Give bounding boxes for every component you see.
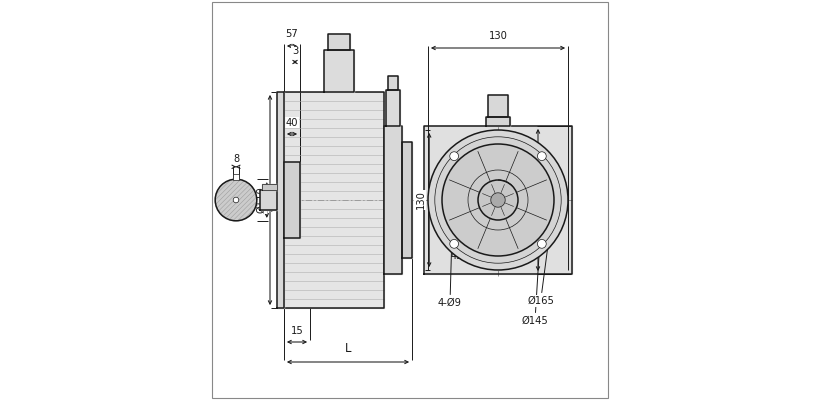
Polygon shape — [401, 142, 411, 258]
Polygon shape — [283, 162, 300, 238]
Circle shape — [233, 197, 238, 203]
Circle shape — [491, 193, 505, 207]
Polygon shape — [386, 90, 400, 126]
Polygon shape — [283, 92, 383, 308]
Text: 178.45: 178.45 — [542, 183, 552, 217]
Text: 17.5: 17.5 — [270, 189, 280, 211]
Text: 15: 15 — [290, 326, 303, 336]
Text: Ø110: Ø110 — [256, 187, 266, 213]
Polygon shape — [486, 117, 509, 126]
Polygon shape — [423, 126, 572, 274]
Circle shape — [536, 152, 545, 160]
Text: 130: 130 — [488, 31, 507, 41]
Text: L: L — [344, 342, 351, 355]
Polygon shape — [488, 95, 507, 117]
Circle shape — [477, 180, 518, 220]
Circle shape — [428, 130, 568, 270]
Circle shape — [449, 240, 458, 248]
Text: Ø165: Ø165 — [527, 169, 559, 306]
Polygon shape — [215, 179, 256, 221]
Text: 40: 40 — [285, 118, 298, 128]
Text: Ø145: Ø145 — [521, 162, 548, 326]
Text: 3: 3 — [292, 46, 298, 56]
Text: 8: 8 — [233, 154, 239, 164]
Text: 130: 130 — [415, 190, 425, 210]
Polygon shape — [328, 34, 350, 50]
Text: 4-Ø9: 4-Ø9 — [437, 160, 461, 308]
Polygon shape — [260, 190, 277, 210]
Circle shape — [441, 144, 554, 256]
Circle shape — [449, 152, 458, 160]
Circle shape — [536, 240, 545, 248]
Polygon shape — [277, 92, 283, 308]
Text: 57: 57 — [285, 29, 298, 39]
Polygon shape — [324, 50, 354, 92]
Text: 45°: 45° — [450, 251, 467, 261]
Polygon shape — [387, 76, 397, 90]
Text: Ø22: Ø22 — [265, 190, 274, 210]
Polygon shape — [383, 126, 401, 274]
Polygon shape — [262, 184, 277, 190]
Bar — [233, 174, 239, 180]
Circle shape — [434, 137, 560, 263]
